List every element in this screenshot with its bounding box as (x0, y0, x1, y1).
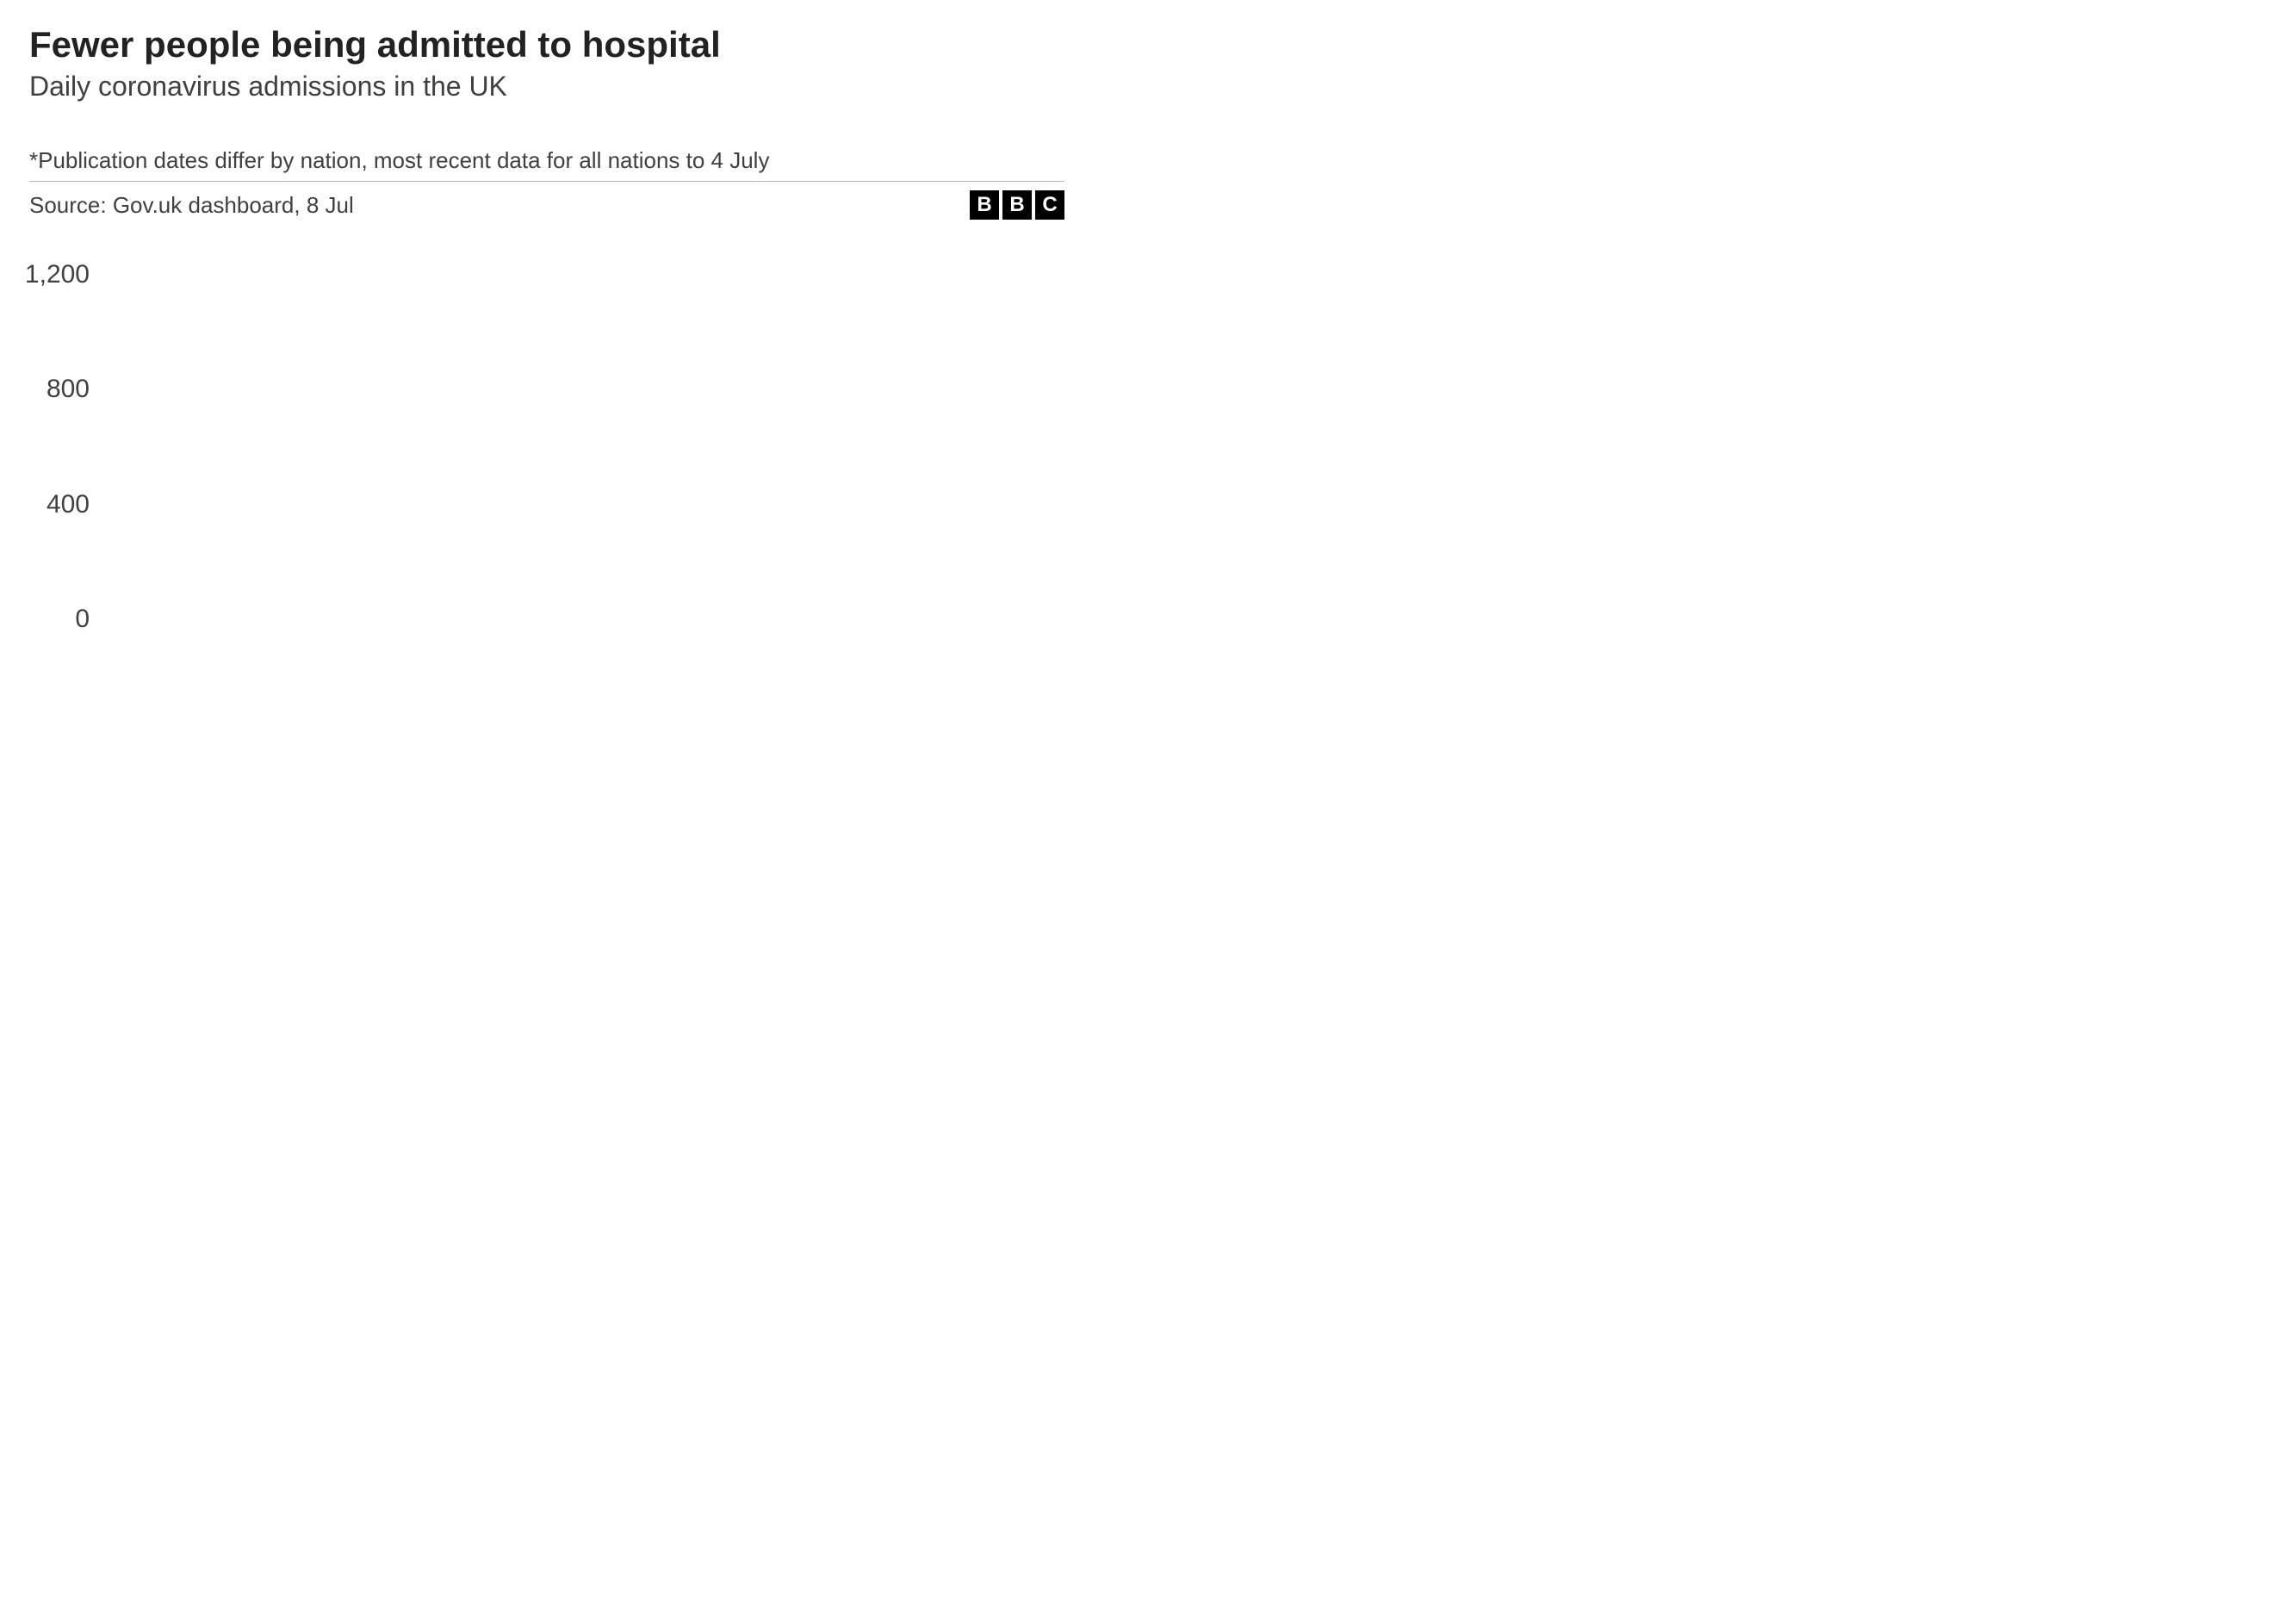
chart-title: Fewer people being admitted to hospital (29, 24, 1064, 65)
y-tick-label: 1,200 (25, 260, 90, 289)
chart-subtitle: Daily coronavirus admissions in the UK (29, 71, 1064, 102)
y-tick-label: 0 (75, 605, 90, 634)
bbc-block: C (1035, 190, 1064, 220)
y-axis: 04008001,200 (29, 132, 98, 619)
y-tick-label: 800 (47, 375, 90, 404)
source-row: Source: Gov.uk dashboard, 8 Jul BBC (29, 181, 1064, 220)
bbc-block: B (1002, 190, 1032, 220)
y-tick-label: 400 (47, 490, 90, 519)
chart-footnote: *Publication dates differ by nation, mos… (29, 147, 1064, 174)
bbc-logo: BBC (970, 190, 1064, 220)
bbc-block: B (970, 190, 999, 220)
chart-container: Fewer people being admitted to hospital … (0, 0, 1094, 230)
